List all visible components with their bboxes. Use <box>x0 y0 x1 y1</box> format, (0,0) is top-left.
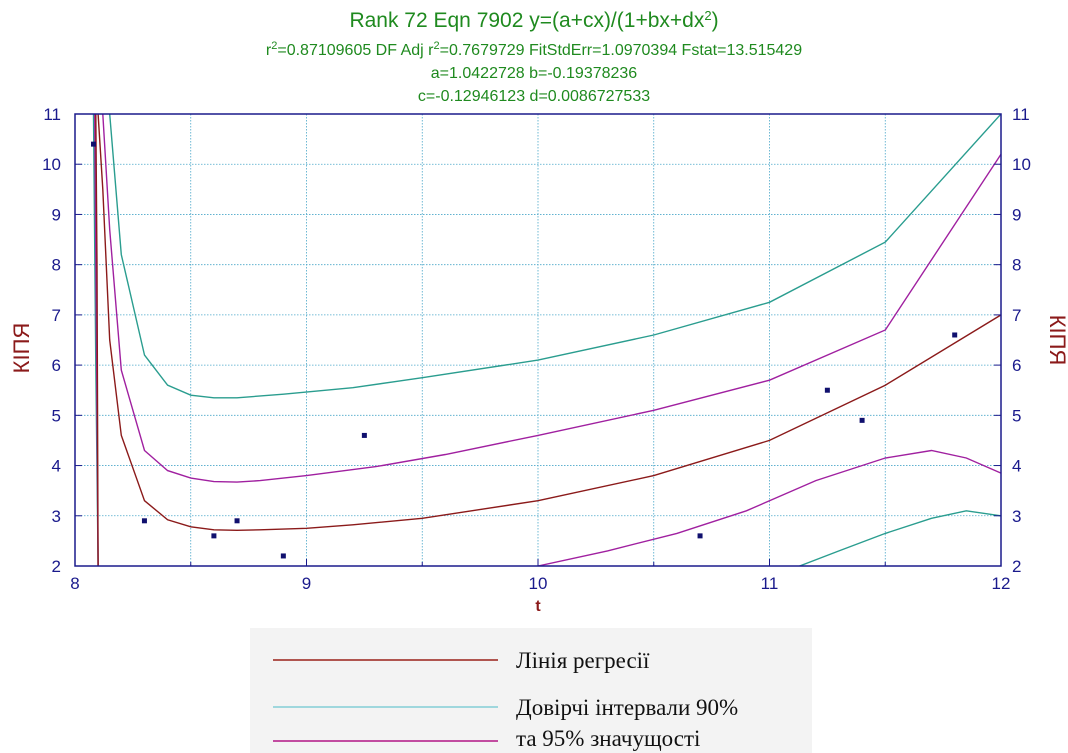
y-tick-label-left: 6 <box>52 356 61 375</box>
data-point <box>234 518 240 524</box>
legend-label-regression: Лінія регресії <box>516 648 650 673</box>
legend-box <box>250 628 812 753</box>
grid <box>75 114 1001 566</box>
data-point <box>280 553 286 559</box>
data-point <box>211 533 217 539</box>
x-tick-label: 12 <box>992 574 1011 593</box>
y-tick-label-right: 5 <box>1012 406 1021 425</box>
y-tick-label-right: 4 <box>1012 457 1021 476</box>
fit-parameters-line-1: a=1.0422728 b=-0.19378236 <box>431 65 638 82</box>
y-tick-label-left: 3 <box>52 507 61 526</box>
y-tick-label-left: 10 <box>42 155 61 174</box>
curves <box>92 114 1001 566</box>
y-tick-label-left: 7 <box>52 306 61 325</box>
fit-statistics: r2=0.87109605 DF Adj r2=0.7679729 FitStd… <box>266 40 802 59</box>
legend-label-ci95: та 95% значущості <box>516 726 700 751</box>
x-axis-ticks: 8 9 10 11 12 <box>70 559 1010 593</box>
data-point <box>141 518 147 524</box>
data-point <box>361 432 367 438</box>
curve-upper95 <box>102 114 1001 483</box>
data-point <box>91 141 97 147</box>
legend-label-ci90: Довірчі інтервали 90% <box>516 695 738 720</box>
y-tick-label-right: 8 <box>1012 256 1021 275</box>
x-tick-label: 11 <box>761 574 779 593</box>
curve-spike_red <box>95 114 99 566</box>
y-axis-right-ticks: 2 3 4 5 6 7 8 9 10 11 <box>994 105 1031 576</box>
x-tick-label: 10 <box>529 574 548 593</box>
y-axis-label-right: КІПЯ <box>1045 315 1068 366</box>
curve-lower95 <box>537 449 1001 566</box>
y-tick-label-right: 3 <box>1012 507 1021 526</box>
y-tick-label-left: 11 <box>43 105 61 124</box>
legend: Лінія регресії Довірчі інтервали 90% та … <box>250 628 812 753</box>
curve-fit <box>97 114 1001 532</box>
data-points <box>91 141 958 559</box>
y-tick-label-left: 5 <box>52 406 61 425</box>
y-tick-label-right: 11 <box>1012 105 1030 124</box>
x-tick-label: 9 <box>302 574 311 593</box>
y-tick-label-right: 6 <box>1012 356 1021 375</box>
y-tick-label-left: 2 <box>52 557 61 576</box>
y-tick-label-right: 10 <box>1012 155 1031 174</box>
y-tick-label-left: 4 <box>52 457 61 476</box>
y-tick-label-right: 7 <box>1012 306 1021 325</box>
chart-title: Rank 72 Eqn 7902 y=(a+cx)/(1+bx+dx2) <box>349 8 718 33</box>
data-point <box>697 533 703 539</box>
y-tick-label-left: 8 <box>52 256 61 275</box>
x-axis-label: t <box>535 598 541 615</box>
y-axis-left-ticks: 2 3 4 5 6 7 8 9 10 11 <box>42 105 82 576</box>
x-tick-label: 8 <box>70 574 79 593</box>
curve-lower90 <box>799 510 1001 566</box>
y-tick-label-right: 9 <box>1012 205 1021 224</box>
data-point <box>952 332 958 338</box>
curve-upper90 <box>109 114 1001 399</box>
fit-parameters-line-2: c=-0.12946123 d=0.0086727533 <box>418 88 650 105</box>
y-tick-label-left: 9 <box>52 205 61 224</box>
data-point <box>824 387 830 393</box>
data-point <box>859 417 865 423</box>
y-axis-label-left: КІПЯ <box>9 323 34 374</box>
y-tick-label-right: 2 <box>1012 557 1021 576</box>
